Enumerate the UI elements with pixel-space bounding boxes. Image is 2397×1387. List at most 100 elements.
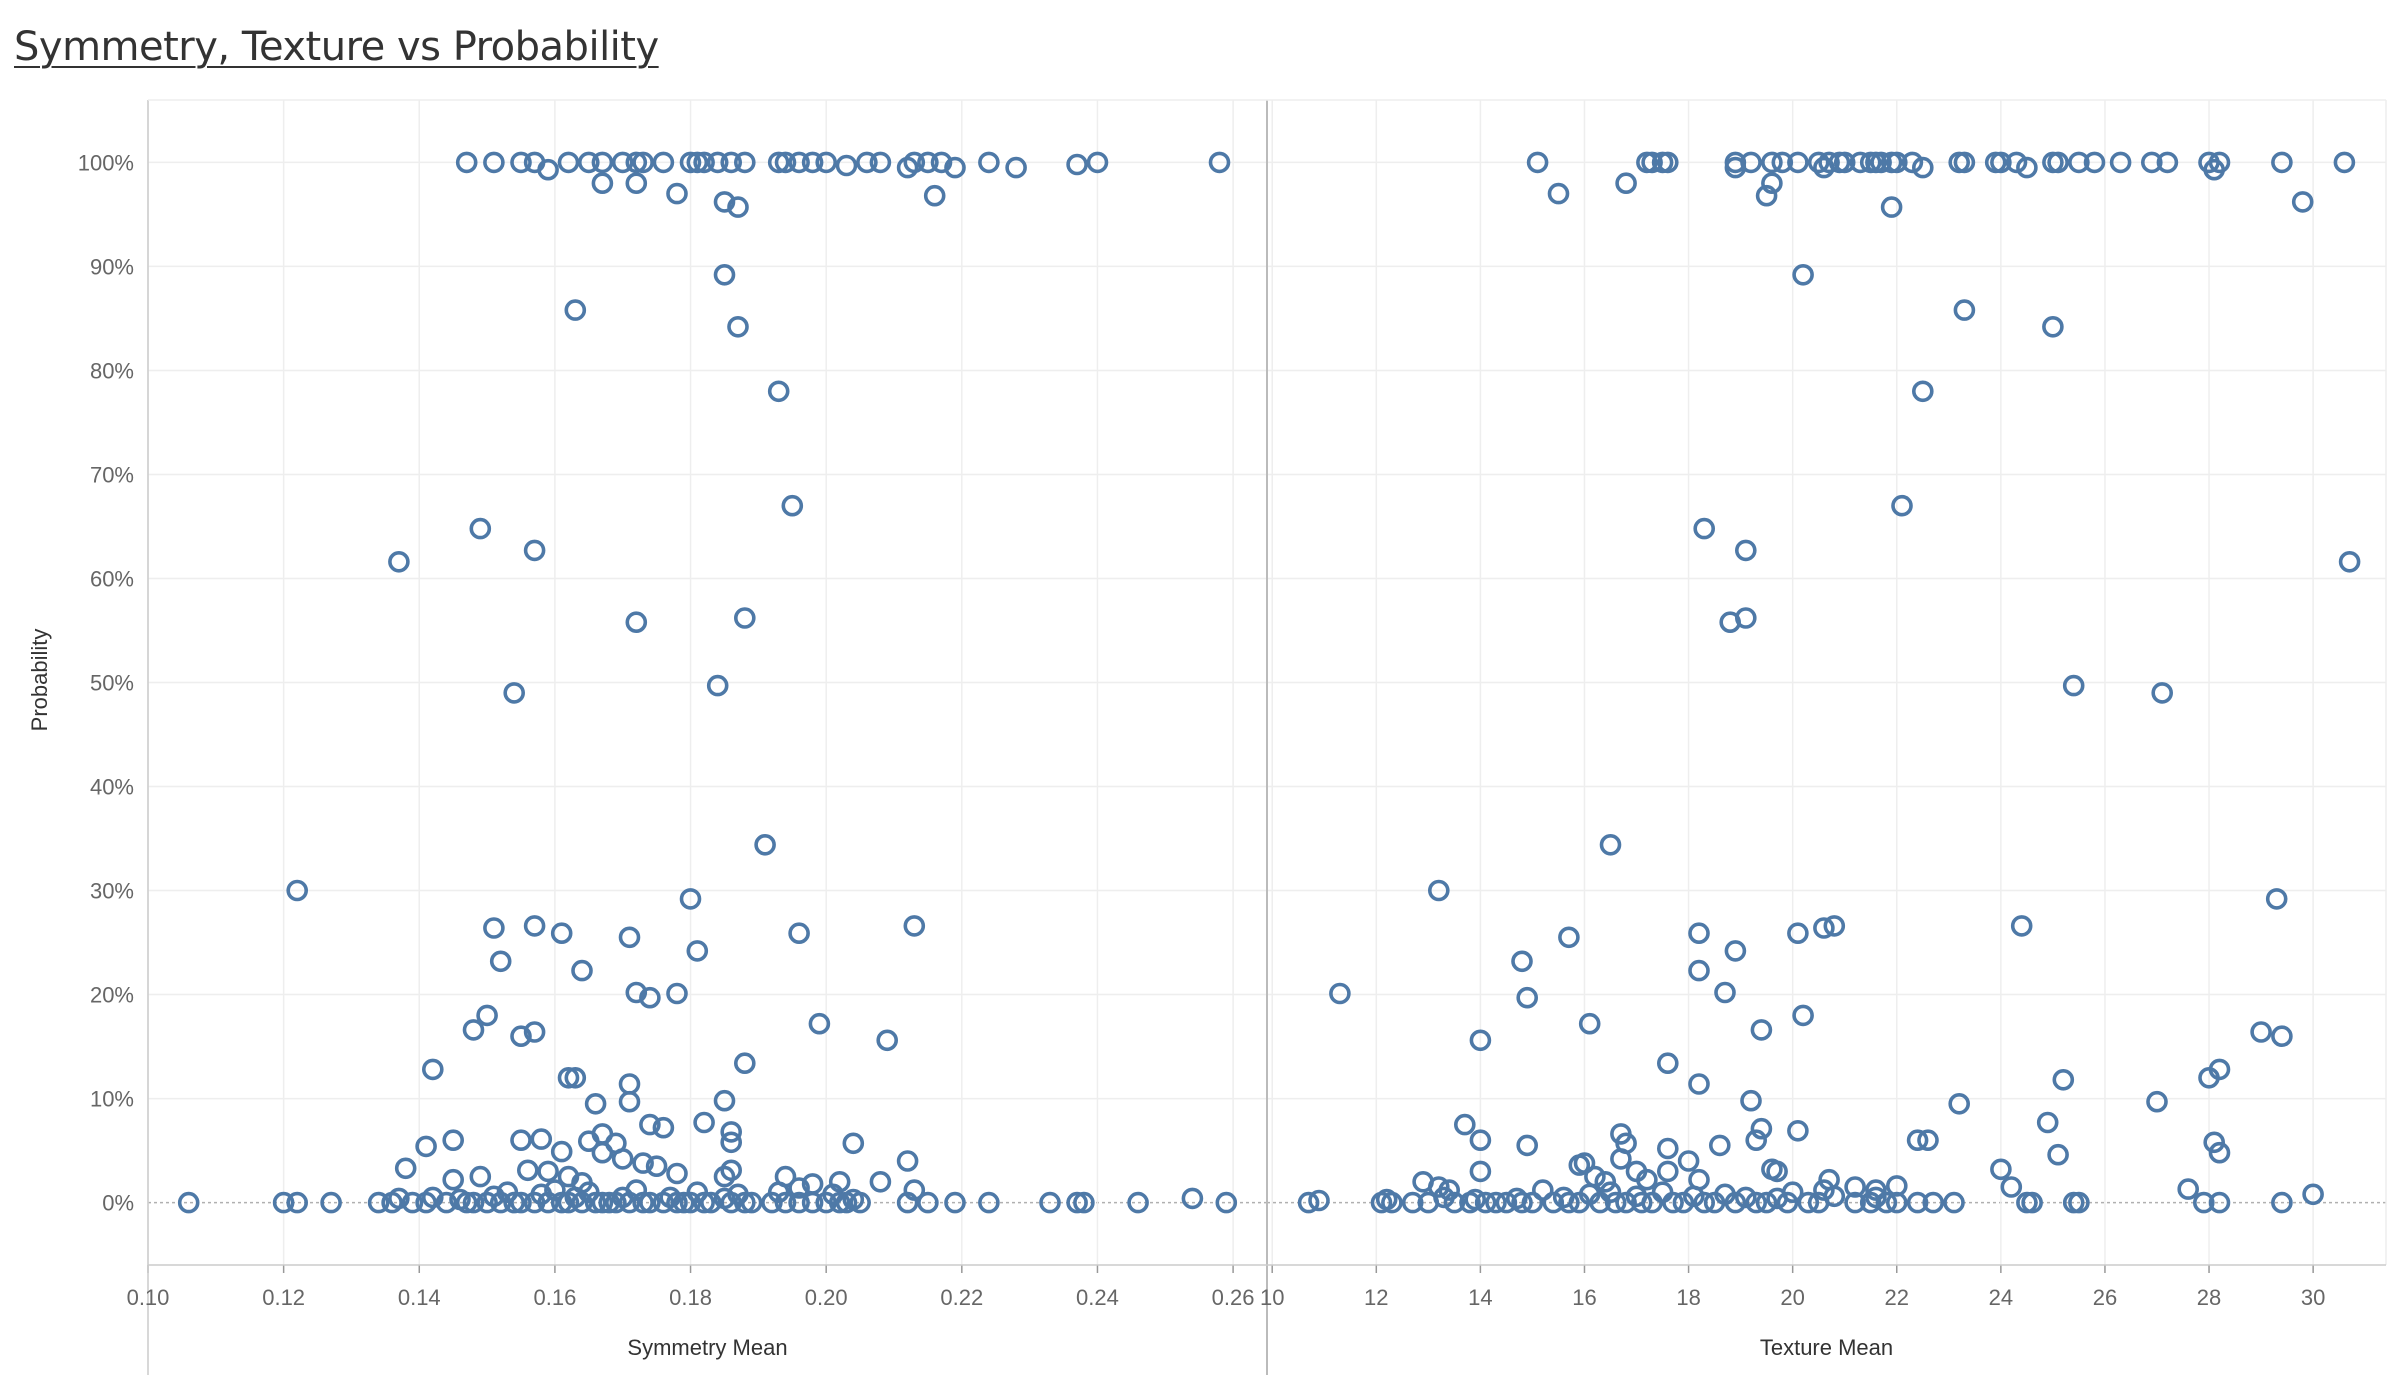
data-point <box>1781 1181 1804 1203</box>
data-point <box>1761 151 1783 174</box>
data-point <box>625 151 648 174</box>
data-point <box>1558 926 1580 949</box>
data-point <box>530 1128 553 1150</box>
data-point <box>720 1131 743 1154</box>
data-point <box>598 1191 621 1214</box>
data-point <box>2156 151 2179 174</box>
data-point <box>917 1191 939 1214</box>
x-tick-label: 22 <box>1885 1285 1909 1310</box>
data-point <box>618 1090 641 1113</box>
data-point <box>1636 1168 1658 1191</box>
x-tick-label: 0.10 <box>127 1285 170 1310</box>
data-point <box>435 1191 458 1214</box>
data-point <box>1615 172 1637 194</box>
data-point <box>774 151 797 174</box>
data-point <box>856 151 878 174</box>
data-point <box>754 833 776 856</box>
x-tick-label: 10 <box>1260 1285 1284 1310</box>
data-point <box>788 151 810 174</box>
data-point <box>1485 1191 1507 1214</box>
data-point <box>550 1140 573 1163</box>
data-point <box>767 151 790 174</box>
data-point <box>1693 517 1715 540</box>
data-point <box>1953 151 1976 174</box>
data-point <box>693 151 715 174</box>
data-point <box>639 1113 661 1136</box>
data-point <box>591 172 614 194</box>
data-point <box>1066 153 1088 176</box>
data-point <box>1724 940 1747 962</box>
data-point <box>1912 380 1934 403</box>
data-point <box>788 1191 810 1214</box>
data-point <box>1844 1191 1866 1214</box>
data-point <box>2052 1069 2075 1091</box>
data-point <box>1086 151 1109 174</box>
data-point <box>1066 1191 1088 1214</box>
x-axis-label: Texture Mean <box>1760 1335 1893 1360</box>
data-point <box>1599 833 1622 856</box>
data-point <box>1755 1191 1778 1214</box>
data-point <box>672 1191 695 1214</box>
data-point <box>639 1191 661 1214</box>
data-point <box>510 1025 532 1047</box>
y-tick-label: 40% <box>90 775 134 800</box>
data-point <box>455 1191 478 1214</box>
x-tick-label: 0.12 <box>262 1285 305 1310</box>
data-point <box>2302 1183 2324 1206</box>
data-point <box>1521 1191 1544 1214</box>
chart-title: Symmetry, Texture vs Probability <box>14 24 659 70</box>
data-point <box>2005 151 2028 174</box>
data-point <box>421 1058 444 1081</box>
data-point <box>286 1191 309 1214</box>
data-point <box>740 1191 763 1214</box>
data-point <box>923 184 946 207</box>
data-point <box>652 1116 675 1139</box>
data-point <box>1454 1113 1476 1136</box>
data-point <box>1766 1160 1788 1183</box>
data-point <box>2042 315 2064 338</box>
data-point <box>2146 1090 2168 1113</box>
data-point <box>1875 1191 1898 1214</box>
data-point <box>1807 151 1830 174</box>
data-point <box>713 1089 736 1112</box>
data-point <box>2208 151 2231 174</box>
data-point <box>1833 151 1856 174</box>
data-point <box>1901 151 1924 174</box>
data-point <box>801 1191 824 1214</box>
data-point <box>2151 682 2173 704</box>
data-point <box>2193 1191 2215 1214</box>
data-point <box>625 981 648 1004</box>
data-point <box>2036 1111 2059 1134</box>
points-layer <box>177 151 2361 1214</box>
data-point <box>828 1191 851 1214</box>
x-tick-label: 28 <box>2197 1285 2221 1310</box>
data-point <box>564 1067 587 1089</box>
data-point <box>462 1019 485 1041</box>
data-point <box>1886 151 1908 174</box>
data-point <box>618 926 641 949</box>
data-point <box>835 154 858 177</box>
data-point <box>808 1012 831 1035</box>
data-point <box>869 1171 892 1193</box>
data-point <box>1990 1158 2012 1181</box>
x-tick-label: 20 <box>1780 1285 1804 1310</box>
data-point <box>1428 1176 1450 1198</box>
y-axis-label: Probability <box>27 629 52 732</box>
data-point <box>2010 915 2033 937</box>
x-tick-label: 24 <box>1989 1285 2013 1310</box>
x-tick-label: 16 <box>1572 1285 1596 1310</box>
data-point <box>1641 151 1663 174</box>
data-point <box>930 151 953 174</box>
data-point <box>1735 1186 1757 1209</box>
data-point <box>1381 1191 1403 1214</box>
data-point <box>584 1093 607 1115</box>
data-point <box>917 151 939 174</box>
data-point <box>1443 1191 1466 1214</box>
data-point <box>1755 184 1778 207</box>
data-point <box>1039 1191 1061 1214</box>
data-point <box>286 879 309 902</box>
data-point <box>1662 1191 1684 1214</box>
data-point <box>666 982 688 1005</box>
data-point <box>1308 1189 1330 1212</box>
